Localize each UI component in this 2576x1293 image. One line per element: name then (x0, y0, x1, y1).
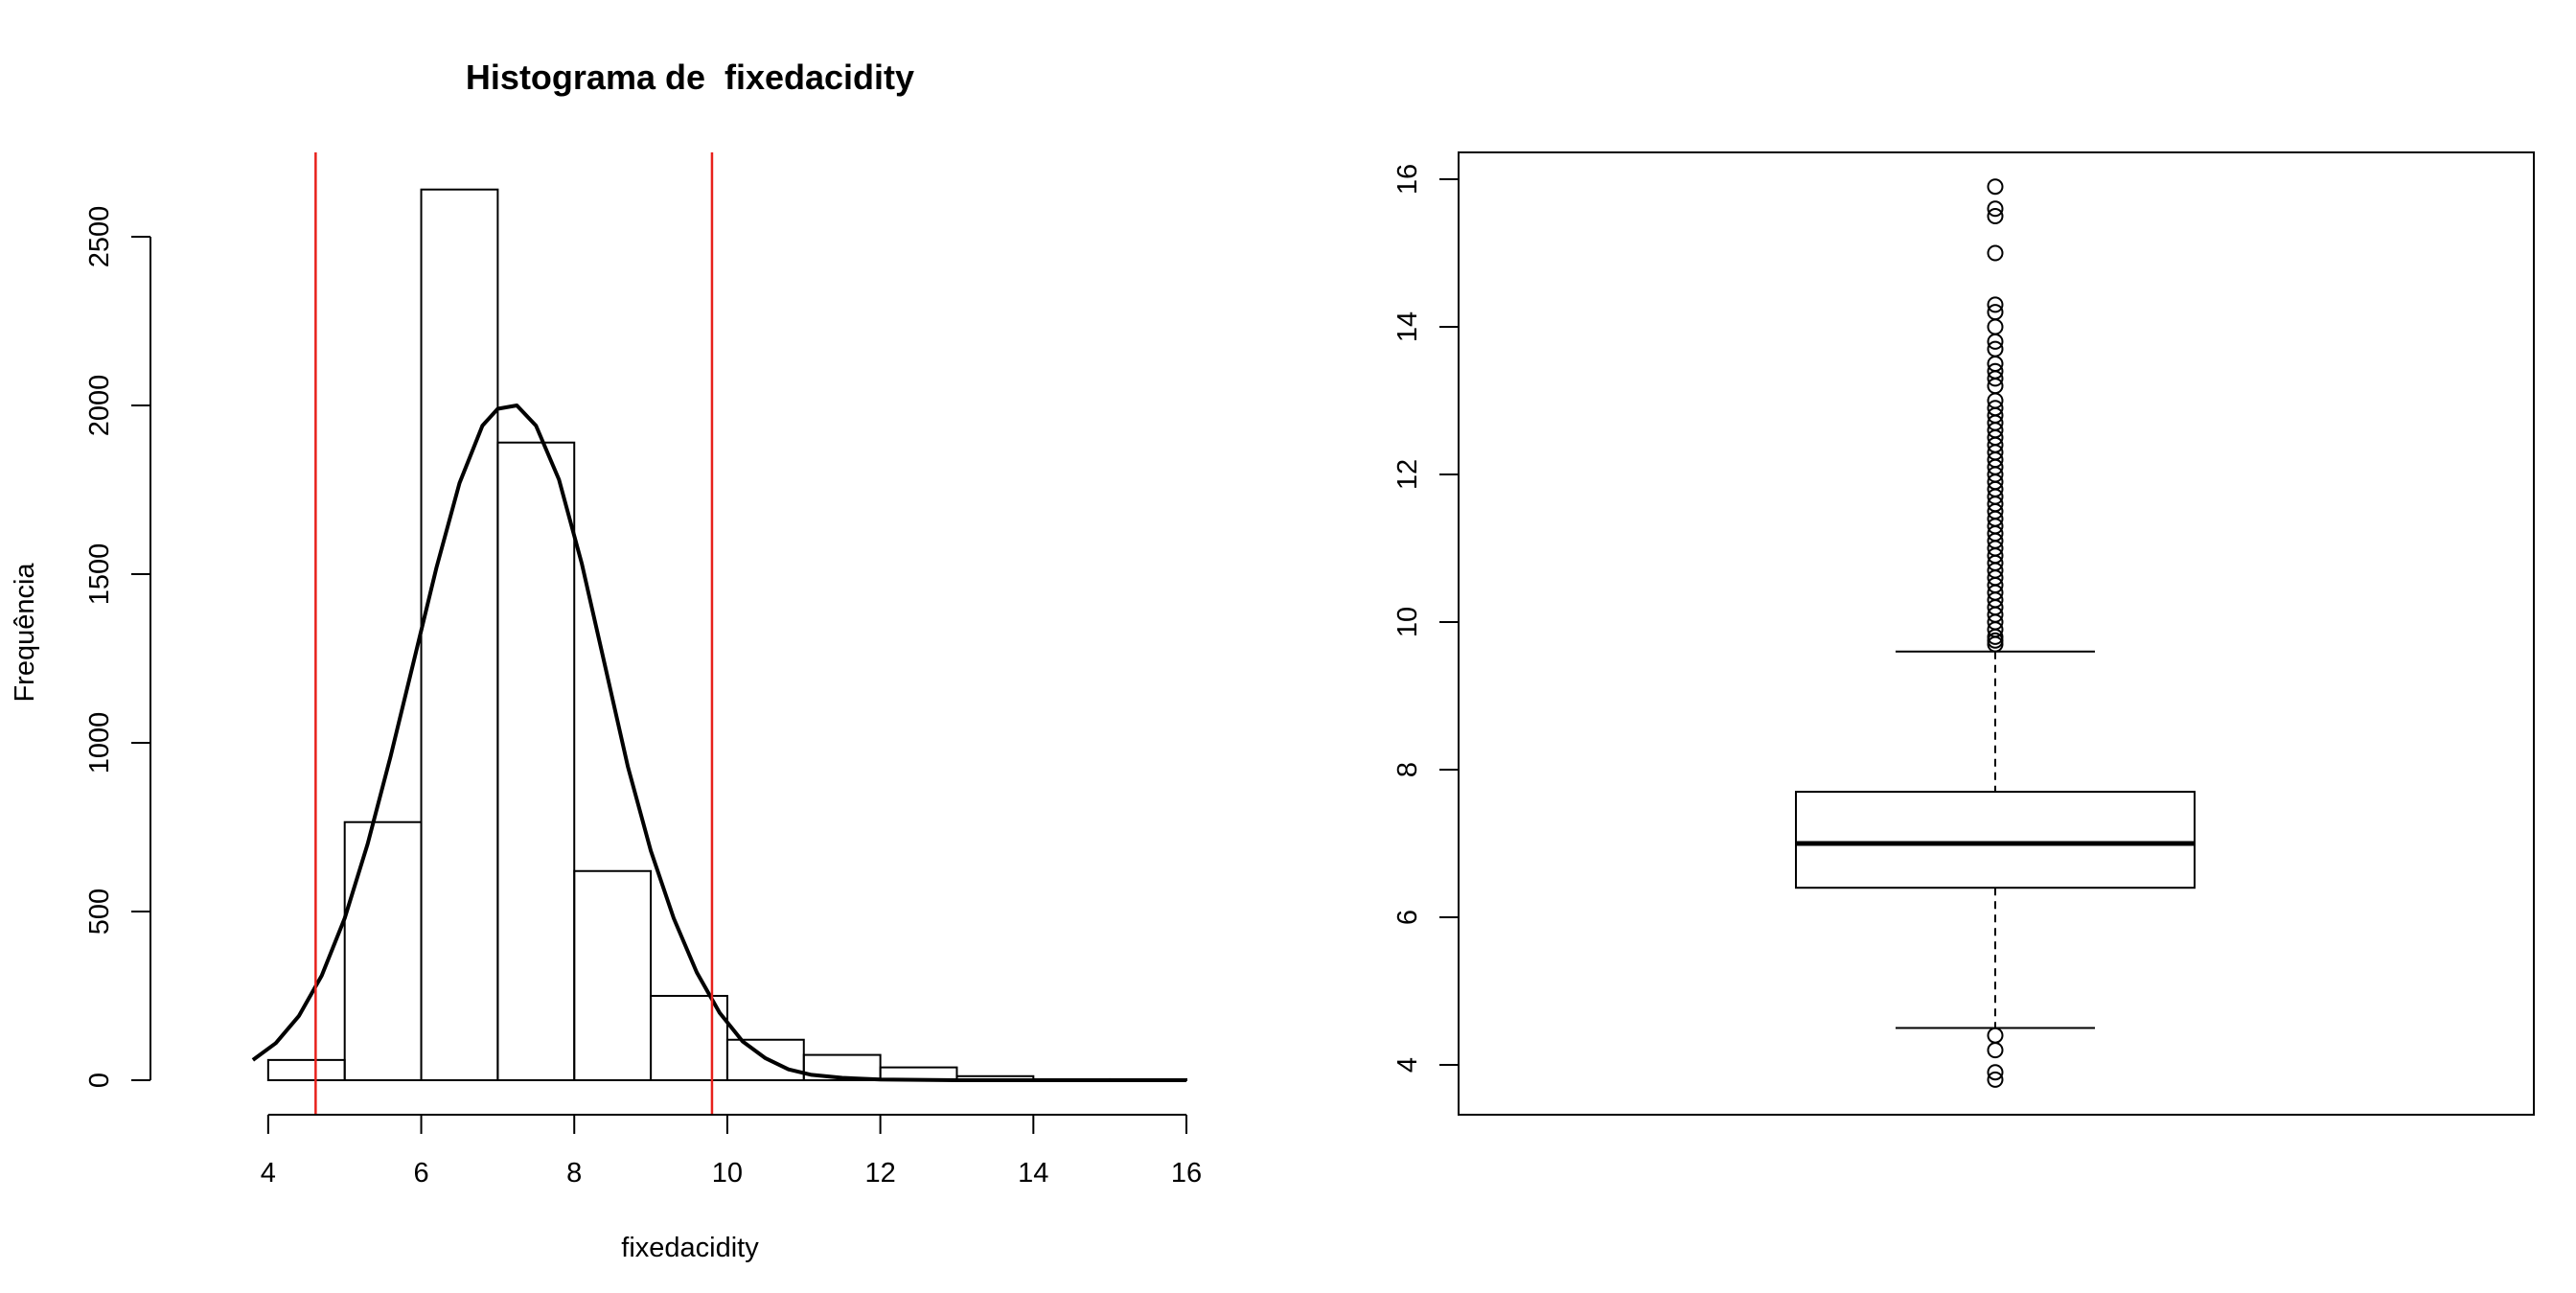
boxplot-y-axis: 4 6 8 10 12 14 16 (1392, 164, 1460, 1073)
histogram-y-tick-label-2: 1000 (84, 712, 115, 774)
histogram-x-tick-label-5: 14 (1018, 1158, 1048, 1189)
histogram-bar-2 (343, 820, 423, 1081)
boxplot-y-tick-label-3: 10 (1392, 607, 1423, 637)
histogram-panel: Histograma de fixedacidity fixedacidity … (10, 58, 1202, 1263)
density-curve (251, 404, 1186, 1082)
outlier-point-46 (1987, 304, 2004, 321)
boxplot-outliers (1987, 178, 2004, 1088)
histogram-y-tick-label-0: 0 (84, 1073, 115, 1088)
histogram-bar-5 (573, 869, 653, 1082)
outlier-point-43 (1987, 340, 2004, 358)
outlier-point-3 (1987, 1027, 2004, 1044)
boxplot-body (1795, 650, 2196, 1029)
histogram-x-tick-label-3: 10 (712, 1158, 743, 1189)
outlier-point-45 (1987, 318, 2004, 335)
outlier-point-47 (1987, 296, 2004, 313)
outlier-point-0 (1987, 1071, 2004, 1088)
outlier-point-51 (1987, 178, 2004, 196)
outlier-point-37 (1987, 400, 2004, 417)
outlier-point-41 (1987, 362, 2004, 380)
boxplot-y-tick-label-0: 4 (1392, 1057, 1423, 1073)
histogram-density-curve-group (251, 404, 1186, 1082)
histogram-y-tick-label-5: 2500 (84, 206, 115, 268)
histogram-title: Histograma de fixedacidity (466, 58, 914, 97)
histogram-x-tick-label-1: 6 (413, 1158, 428, 1189)
outlier-point-2 (1987, 1042, 2004, 1059)
boxplot-panel: 4 6 8 10 12 14 16 (1392, 151, 2535, 1116)
histogram-x-tick-label-4: 12 (864, 1158, 895, 1189)
histogram-y-tick-label-3: 1500 (84, 543, 115, 606)
histogram-bars (266, 188, 1187, 1082)
histogram-y-tick-label-1: 500 (84, 889, 115, 935)
histogram-bar-4 (496, 441, 576, 1082)
histogram-x-axis: 4 6 8 10 12 14 16 (261, 1114, 1202, 1189)
histogram-y-axis-label: Frequência (10, 563, 40, 703)
histogram-x-axis-label: fixedacidity (621, 1233, 759, 1263)
histogram-bar-1 (266, 1058, 346, 1082)
histogram-bar-6 (650, 995, 728, 1081)
histogram-reference-lines (314, 152, 714, 1115)
outlier-point-48 (1987, 244, 2004, 262)
histogram-x-tick-label-2: 8 (566, 1158, 582, 1189)
outlier-point-1 (1987, 1064, 2004, 1081)
boxplot-y-tick-label-1: 6 (1392, 910, 1423, 925)
histogram-bar-3 (420, 188, 499, 1082)
histogram-y-tick-label-4: 2000 (84, 375, 115, 437)
histogram-x-tick-label-6: 16 (1171, 1158, 1202, 1189)
boxplot-y-tick-label-5: 14 (1392, 312, 1423, 342)
histogram-x-tick-label-0: 4 (261, 1158, 276, 1189)
boxplot-y-tick-label-6: 16 (1392, 164, 1423, 195)
outlier-point-50 (1987, 200, 2004, 218)
boxplot-y-tick-label-2: 8 (1392, 762, 1423, 777)
boxplot-y-tick-label-4: 12 (1392, 459, 1423, 490)
interquartile-box (1795, 791, 2196, 889)
histogram-y-axis: 0 500 1000 1500 2000 2500 (84, 206, 151, 1088)
outlier-point-49 (1987, 208, 2004, 224)
